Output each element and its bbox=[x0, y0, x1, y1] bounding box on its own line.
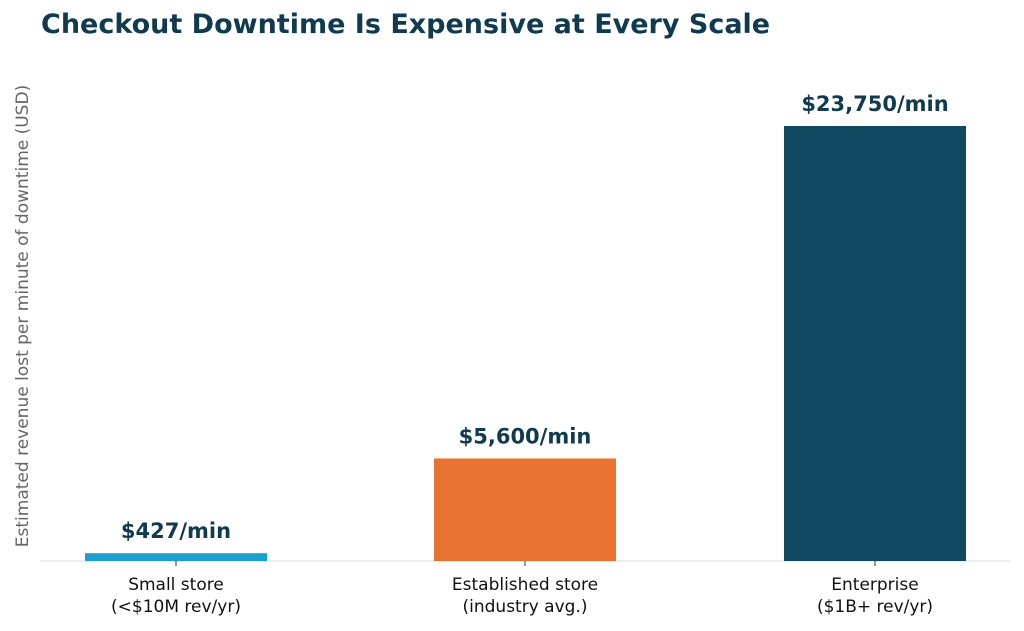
bar-1 bbox=[434, 458, 616, 561]
y-axis-label: Estimated revenue lost per minute of dow… bbox=[13, 85, 33, 547]
x-tick-label-1-0: Established store bbox=[452, 575, 598, 595]
x-tick-label-2-1: ($1B+ rev/yr) bbox=[817, 597, 933, 617]
chart-title: Checkout Downtime Is Expensive at Every … bbox=[41, 9, 771, 40]
bar-2 bbox=[784, 126, 966, 561]
x-tick-label-2-0: Enterprise bbox=[831, 575, 918, 595]
chart-marks: $427/min Small store(<$10M rev/yr) $5,600/… bbox=[85, 92, 966, 617]
bar-0 bbox=[85, 553, 267, 561]
x-tick-label-0-0: Small store bbox=[128, 575, 224, 595]
x-tick-label-1-1: (industry avg.) bbox=[463, 597, 588, 617]
x-tick-label-0-1: (<$10M rev/yr) bbox=[111, 597, 241, 617]
value-label-1: $5,600/min bbox=[459, 424, 592, 448]
value-label-0: $427/min bbox=[121, 519, 231, 543]
value-label-2: $23,750/min bbox=[801, 92, 948, 116]
